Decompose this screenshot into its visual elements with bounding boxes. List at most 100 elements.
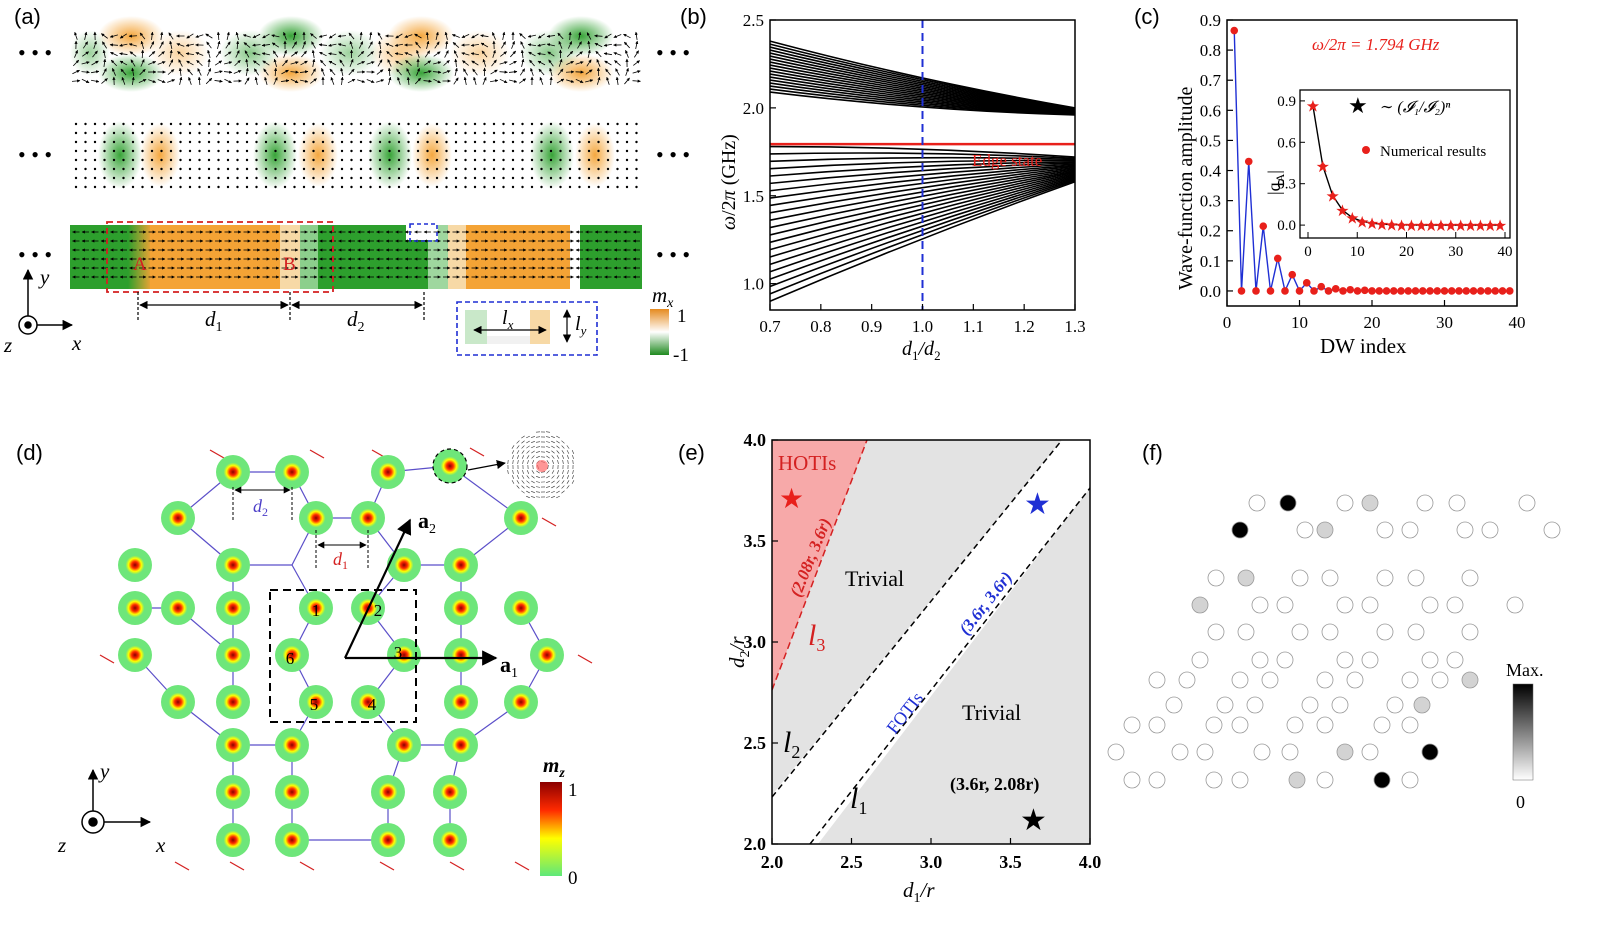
spin-dot: [426, 176, 429, 180]
skyrmion-spin: [561, 455, 565, 459]
skyrmion-spin: [552, 460, 554, 464]
spin-arrow: [452, 42, 460, 48]
spin-arrow: [347, 78, 356, 84]
spin-arrow: [109, 34, 118, 38]
spin-arrow: [423, 79, 432, 83]
panel-d: (d) a1 a2 1 2 3 4 5 6 d2 d1 y: [16, 431, 593, 889]
panel-e-ylabel: d2/r: [725, 636, 753, 668]
spin-arrow: [445, 40, 449, 50]
spin-dot: [625, 167, 629, 171]
site-circle: [1421, 596, 1439, 614]
spin-arrow: [406, 76, 410, 86]
spin-dot: [369, 176, 372, 180]
spin-dot: [502, 158, 505, 162]
spin-dot: [454, 158, 458, 162]
spin-dot: [93, 122, 97, 126]
site-circle: [1401, 716, 1419, 734]
panel-a: (a) • • • • • •: [3, 4, 690, 366]
gray-colorbar-min: 0: [1516, 792, 1525, 812]
spin-dot: [521, 140, 524, 144]
spin-arrow: [359, 31, 363, 41]
spin-arrow: [338, 51, 346, 57]
blue-star: ★: [1024, 488, 1051, 521]
x-tick-label: 3.0: [920, 852, 943, 872]
skyrmion-spin: [556, 495, 560, 499]
unit-cell-site-labels: 1 2 3 4 5 6: [286, 601, 403, 714]
skyrmion-spin: [567, 455, 569, 459]
spin-dot: [131, 131, 135, 135]
spin-arrow: [566, 61, 574, 65]
spin-arrow: [348, 32, 355, 40]
site-circle: [1331, 696, 1349, 714]
skyrmion-site: [351, 501, 385, 535]
amplitude-point: [1440, 287, 1449, 295]
spin-dot: [587, 131, 591, 135]
spin-dot: [492, 149, 496, 153]
spin-arrow: [634, 31, 638, 41]
lx-label: lx: [502, 307, 514, 332]
spin-dot: [445, 122, 448, 126]
spin-dot: [84, 176, 87, 180]
spin-dot: [549, 149, 553, 153]
spin-arrow: [102, 49, 106, 58]
spin-dot: [340, 140, 344, 144]
spin-dot: [283, 167, 287, 171]
spin-dot: [236, 131, 239, 135]
spin-dot: [492, 167, 496, 171]
spin-arrow: [340, 76, 344, 86]
spin-arrow: [558, 40, 563, 49]
spin-arrow: [206, 41, 212, 49]
spin-arrow: [433, 61, 442, 65]
spin-arrow: [224, 78, 232, 84]
spin-arrow: [188, 76, 192, 85]
inset-y-tick-label: 0.6: [1277, 135, 1296, 151]
spin-dot: [331, 158, 334, 162]
spin-arrow: [614, 60, 621, 66]
spin-dot: [198, 158, 201, 162]
spin-arrow: [74, 50, 78, 58]
band-line: [769, 173, 1076, 258]
spin-dot: [492, 158, 496, 162]
skyrmion-spin: [545, 436, 551, 438]
skyrmion-spin: [531, 475, 535, 479]
spin-dot: [255, 131, 258, 135]
spin-arrow: [442, 70, 451, 74]
numeric-point: [1349, 215, 1355, 221]
band-structure-lines: [769, 40, 1076, 302]
spin-dot: [131, 167, 135, 171]
site-circle: [1421, 651, 1439, 669]
spin-dot: [340, 167, 344, 171]
spin-arrow: [358, 41, 364, 49]
spin-dot: [188, 122, 192, 126]
spin-dot: [616, 185, 619, 189]
spin-arrow: [357, 50, 365, 58]
site-circle: [1336, 494, 1354, 512]
spin-dot: [226, 140, 230, 144]
spin-dot: [160, 149, 163, 153]
spin-arrow: [224, 51, 232, 57]
spin-dot: [435, 158, 439, 162]
spin-dot: [245, 131, 249, 135]
numeric-point: [1359, 218, 1365, 224]
spin-arrow: [197, 68, 202, 76]
spin-dot: [464, 185, 467, 189]
spin-arrow: [167, 69, 175, 75]
spin-arrow: [585, 69, 593, 75]
spin-dot: [274, 158, 277, 162]
skyrmion-spin: [517, 459, 519, 465]
numeric-point: [1408, 222, 1415, 228]
spin-dot: [521, 122, 524, 126]
skyrmion-site: [275, 728, 309, 762]
lattice-stub: [514, 861, 530, 871]
numeric-point: [1418, 222, 1424, 228]
spin-dot: [426, 167, 429, 171]
spin-arrow: [623, 33, 631, 39]
spin-arrow: [404, 52, 413, 56]
spin-dot: [302, 140, 306, 144]
site-circle: [1361, 494, 1379, 512]
spin-dot: [369, 149, 372, 153]
spin-dot: [112, 176, 116, 180]
site-circle: [1316, 671, 1334, 689]
spin-dot: [530, 122, 534, 126]
spin-arrow: [625, 67, 629, 76]
